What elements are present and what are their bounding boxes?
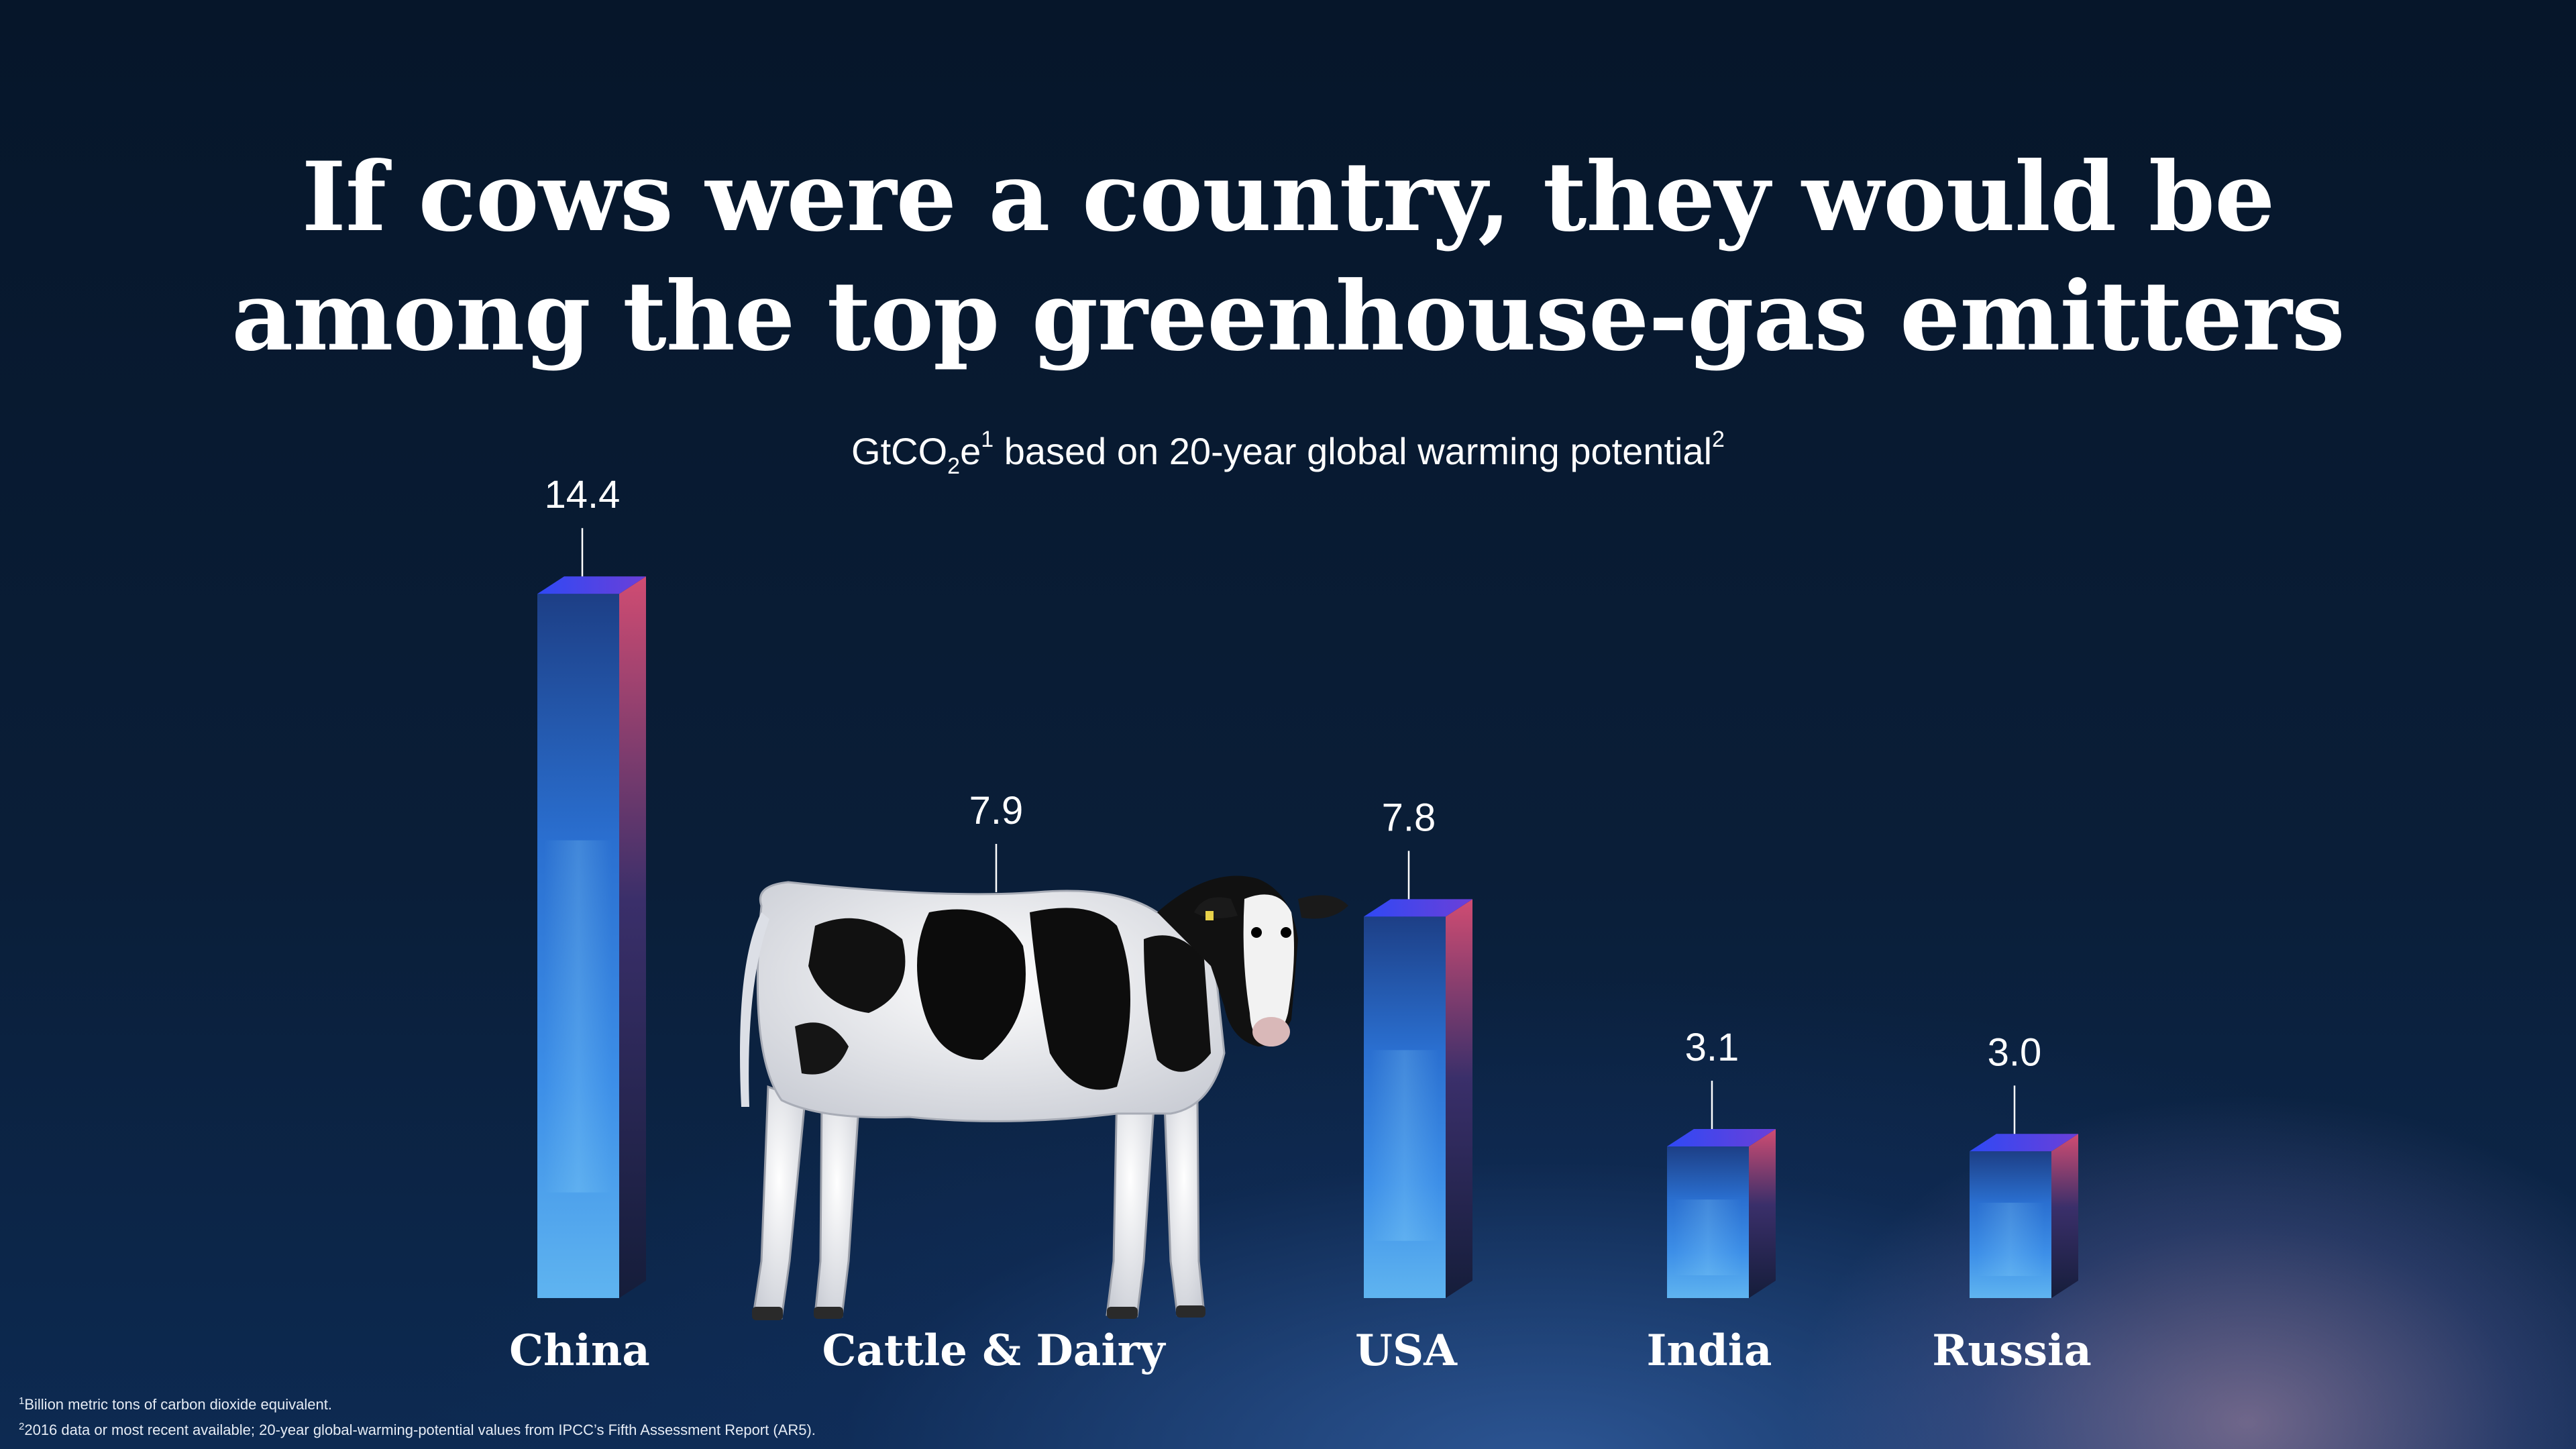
footnotes: 1Billion metric tons of carbon dioxide e… bbox=[19, 1390, 816, 1441]
value-label: 7.8 bbox=[1382, 796, 1436, 839]
bar-side-face bbox=[2051, 1134, 2078, 1298]
bar-top-face bbox=[1364, 899, 1472, 917]
chart-title: If cows were a country, they would be am… bbox=[0, 138, 2576, 376]
bar-smoke bbox=[544, 840, 612, 1193]
bar-side-face bbox=[619, 576, 646, 1298]
category-label: China bbox=[509, 1326, 650, 1376]
bar-smoke bbox=[1371, 1050, 1439, 1241]
bar-china bbox=[537, 576, 646, 1298]
chart-subtitle: GtCO2e1 based on 20-year global warming … bbox=[851, 427, 1725, 479]
category-label: Cattle & Dairy bbox=[822, 1326, 1166, 1376]
title-line-2: among the top greenhouse-gas emitters bbox=[231, 261, 2345, 372]
value-label: 3.1 bbox=[1685, 1026, 1739, 1069]
bar-top-face bbox=[537, 576, 646, 594]
bar-russia bbox=[1970, 1134, 2078, 1298]
bar-side-face bbox=[1446, 899, 1472, 1298]
value-label: 3.0 bbox=[1988, 1030, 2042, 1074]
value-label: 7.9 bbox=[969, 789, 1024, 833]
bar-usa bbox=[1364, 899, 1472, 1298]
value-label: 14.4 bbox=[545, 473, 621, 517]
bar-smoke bbox=[1976, 1202, 2045, 1277]
footnote-1: 1Billion metric tons of carbon dioxide e… bbox=[19, 1395, 332, 1413]
category-label: USA bbox=[1355, 1326, 1458, 1376]
bar-top-face bbox=[1970, 1134, 2078, 1152]
footnote-2: 22016 data or most recent available; 20-… bbox=[19, 1421, 816, 1438]
bar-india bbox=[1667, 1129, 1776, 1298]
bar-smoke bbox=[1674, 1199, 1742, 1276]
title-line-1: If cows were a country, they would be bbox=[301, 142, 2275, 253]
cow-icon bbox=[740, 875, 1348, 1320]
bar-top-face bbox=[1667, 1129, 1776, 1147]
category-label: Russia bbox=[1932, 1326, 2092, 1376]
category-label: India bbox=[1647, 1326, 1772, 1376]
bar-side-face bbox=[1749, 1129, 1776, 1298]
